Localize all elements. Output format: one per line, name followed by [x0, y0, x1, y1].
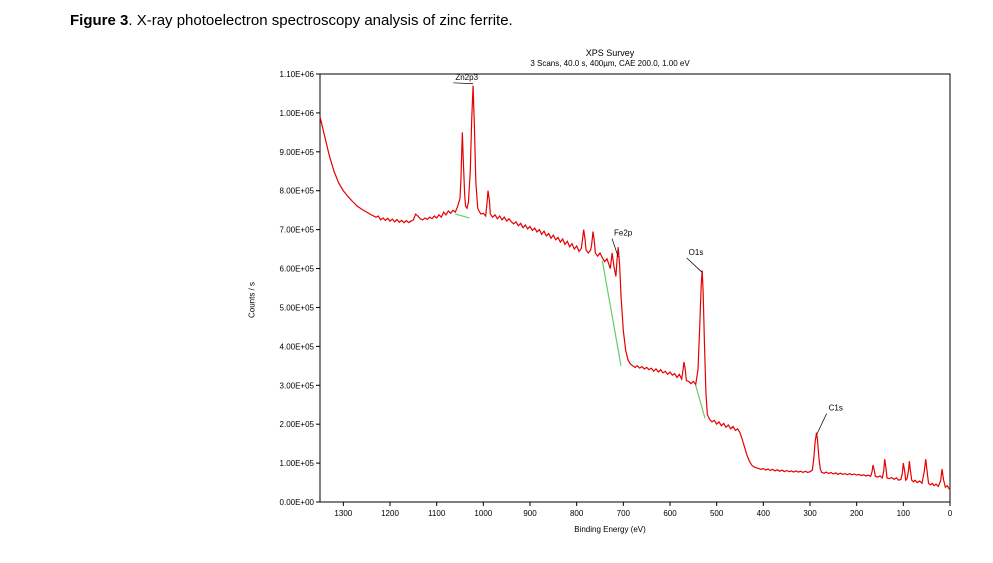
- svg-text:500: 500: [710, 509, 724, 518]
- svg-text:3.00E+05: 3.00E+05: [280, 382, 315, 391]
- svg-text:1300: 1300: [334, 509, 352, 518]
- svg-text:2.00E+05: 2.00E+05: [280, 421, 315, 430]
- svg-text:7.00E+05: 7.00E+05: [280, 226, 315, 235]
- svg-text:1.00E+06: 1.00E+06: [280, 109, 315, 118]
- svg-text:800: 800: [570, 509, 584, 518]
- svg-text:8.00E+05: 8.00E+05: [280, 187, 315, 196]
- figure-text: X-ray photoelectron spectroscopy analysi…: [137, 12, 513, 29]
- figure-sep: .: [128, 12, 136, 29]
- svg-text:1100: 1100: [428, 509, 446, 518]
- svg-text:900: 900: [523, 509, 537, 518]
- svg-text:600: 600: [663, 509, 677, 518]
- svg-text:400: 400: [757, 509, 771, 518]
- plot-area: Counts / s 0.00E+001.00E+052.00E+053.00E…: [260, 70, 960, 530]
- figure-label: Figure 3: [70, 12, 128, 29]
- svg-text:Fe2p: Fe2p: [614, 229, 633, 238]
- plot-svg: 0.00E+00 1.00E+05 2.00E+05 3.00E+05 4.00E+05…: [260, 70, 960, 530]
- svg-text:700: 700: [617, 509, 631, 518]
- svg-text:100: 100: [897, 509, 911, 518]
- xps-chart: XPS Survey 3 Scans, 40.0 s, 400µm, CAE 2…: [260, 48, 960, 548]
- svg-text:5.00E+05: 5.00E+05: [280, 304, 315, 313]
- svg-text:Zn2p3: Zn2p3: [455, 73, 478, 82]
- chart-subtitle: 3 Scans, 40.0 s, 400µm, CAE 200.0, 1.00 …: [260, 59, 960, 69]
- svg-text:6.00E+05: 6.00E+05: [280, 265, 315, 274]
- svg-text:O1s: O1s: [689, 248, 704, 257]
- y-axis-label: Counts / s: [248, 282, 257, 318]
- svg-text:C1s: C1s: [829, 404, 843, 413]
- svg-text:4.00E+05: 4.00E+05: [280, 343, 315, 352]
- chart-title: XPS Survey: [260, 48, 960, 59]
- svg-text:200: 200: [850, 509, 864, 518]
- svg-text:1200: 1200: [381, 509, 399, 518]
- figure-caption: Figure 3. X-ray photoelectron spectrosco…: [70, 12, 513, 29]
- svg-text:9.00E+05: 9.00E+05: [280, 148, 315, 157]
- x-axis-label: Binding Energy (eV): [574, 525, 646, 534]
- svg-text:0: 0: [948, 509, 953, 518]
- svg-text:1.00E+05: 1.00E+05: [280, 459, 315, 468]
- svg-text:0.00E+00: 0.00E+00: [280, 498, 315, 507]
- svg-text:1.10E+06: 1.10E+06: [280, 70, 315, 79]
- svg-text:1000: 1000: [474, 509, 492, 518]
- svg-text:300: 300: [803, 509, 817, 518]
